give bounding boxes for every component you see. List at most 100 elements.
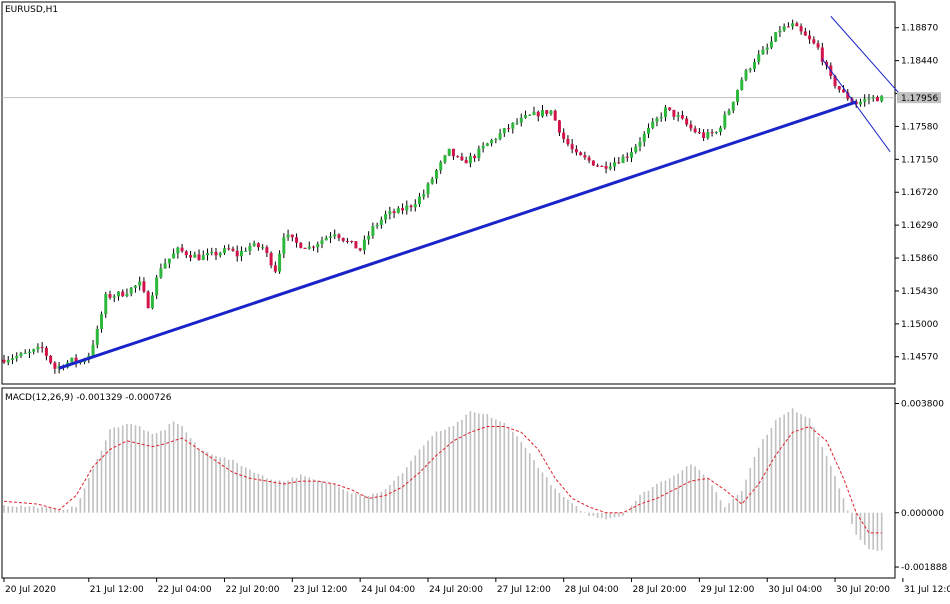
candle (418, 192, 422, 208)
candle (519, 113, 523, 127)
candle-body (227, 248, 231, 250)
macd-pane[interactable]: MACD(12,26,9) -0.001329 -0.000726 0.0038… (1, 387, 947, 579)
macd-signal-line (3, 425, 882, 534)
candle (235, 245, 239, 262)
candle-body (536, 111, 540, 117)
candle-body (825, 61, 829, 66)
candle-body (672, 109, 676, 117)
candle-body (545, 110, 549, 114)
macd-tick-label: -0.001888 (901, 563, 947, 573)
candle (201, 250, 205, 261)
candle-body (44, 347, 48, 356)
candle (384, 210, 388, 224)
macd-tick-label: 0.000000 (901, 509, 944, 519)
candle-body (142, 281, 146, 292)
candle (53, 361, 57, 374)
price-tick-label: 1.14570 (901, 353, 938, 363)
candle (680, 110, 684, 120)
candle (583, 151, 587, 160)
candle-body (820, 47, 824, 62)
candle (350, 240, 354, 244)
channel-upper-line[interactable] (830, 15, 900, 94)
candle (138, 276, 142, 291)
candle-body (396, 208, 400, 214)
candle-body (324, 237, 328, 241)
candle (752, 58, 756, 72)
candle (536, 110, 540, 122)
candle-body (443, 155, 447, 163)
candle (820, 42, 824, 66)
candle (697, 127, 701, 135)
candle-body (354, 241, 358, 249)
candle-body (413, 204, 417, 208)
candle-body (2, 359, 6, 363)
candle (557, 119, 561, 136)
candle-body (710, 132, 714, 134)
candle-body (579, 152, 583, 156)
candle-body (808, 35, 812, 40)
candle (875, 95, 879, 102)
time-tick-label: 21 Jul 12:00 (90, 585, 144, 595)
candle (774, 32, 778, 43)
trendline-main[interactable] (58, 100, 857, 370)
candle-body (659, 117, 663, 119)
candle (108, 290, 112, 300)
candle (473, 154, 477, 162)
candle (176, 246, 180, 259)
time-tick-label: 23 Jul 12:00 (293, 585, 347, 595)
candle-body (95, 328, 99, 345)
candle-body (401, 208, 405, 211)
candle-body (553, 110, 557, 121)
candle-body (634, 146, 638, 153)
candle (265, 245, 269, 257)
candle (163, 258, 167, 269)
candle (295, 233, 299, 248)
candle (782, 23, 786, 32)
candle-body (430, 178, 434, 184)
current-price-label: 1.17956 (901, 94, 938, 104)
candle-body (875, 97, 879, 102)
candle (685, 116, 689, 127)
candle-body (193, 254, 197, 258)
candle (600, 165, 604, 167)
candle-body (40, 346, 44, 348)
candle-body (265, 247, 269, 253)
candle-body (184, 251, 188, 256)
candle (689, 120, 693, 132)
candle-body (583, 155, 587, 158)
candle-body (405, 205, 409, 211)
candle-body (791, 23, 795, 27)
candle (439, 160, 443, 174)
candle (388, 206, 392, 220)
candle-body (706, 132, 710, 139)
candle (172, 248, 176, 259)
candle-body (604, 166, 608, 169)
price-pane[interactable]: EURUSD,H1 1.188701.184401.180101.175801.… (1, 1, 941, 385)
candle-body (600, 165, 604, 167)
candle (808, 30, 812, 44)
candle-body (524, 115, 528, 118)
channel-lower-line[interactable] (821, 58, 891, 152)
candle (396, 206, 400, 214)
current-price-tag: 1.17956 (897, 92, 941, 104)
candle-body (617, 162, 621, 164)
candle-body (778, 30, 782, 33)
candle-body (642, 133, 646, 142)
price-axis: 1.188701.184401.180101.175801.171501.167… (895, 24, 938, 363)
candle-body (587, 157, 591, 161)
candle (104, 291, 108, 318)
candle-body (116, 291, 120, 297)
candle-body (490, 139, 494, 144)
candle-body (685, 118, 689, 125)
candle (596, 163, 600, 168)
candle (837, 85, 841, 93)
candle-body (303, 247, 307, 249)
candle (447, 148, 451, 157)
candle-body (833, 75, 837, 87)
candle (6, 356, 10, 366)
candle (95, 325, 99, 349)
candle (312, 245, 316, 251)
candle (625, 152, 629, 162)
